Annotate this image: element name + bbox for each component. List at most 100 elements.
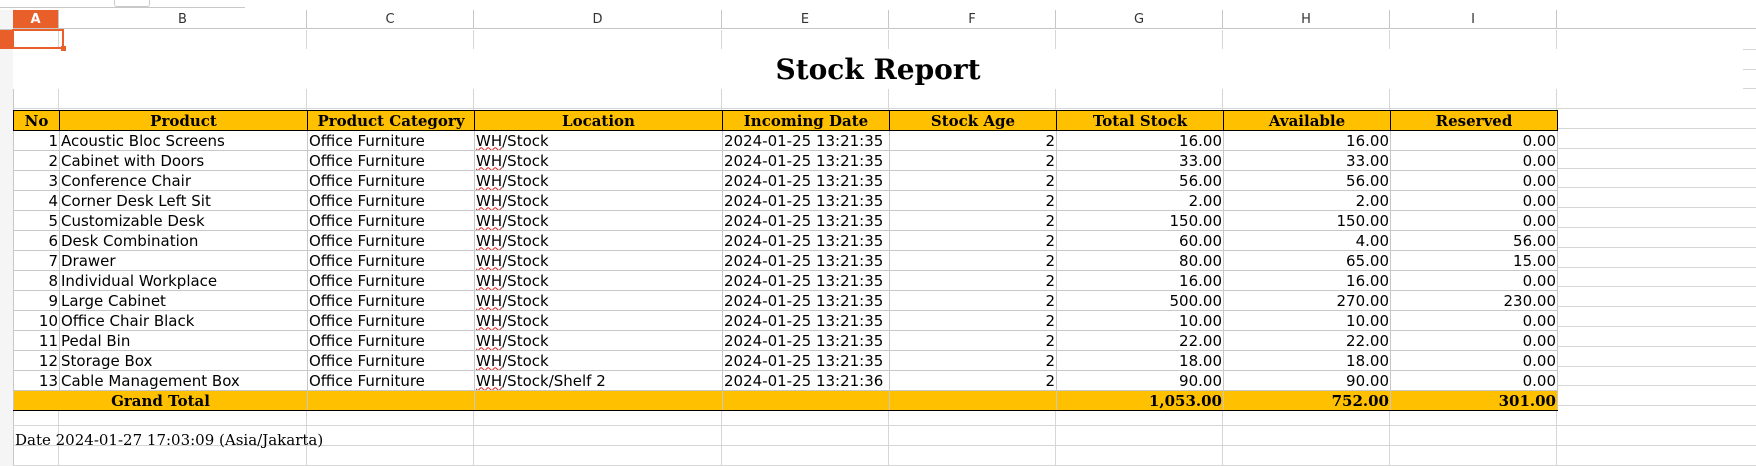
cell-category[interactable]: Office Furniture	[307, 190, 475, 211]
row-header-column[interactable]	[0, 30, 14, 466]
cell-incoming-date[interactable]: 2024-01-25 13:21:35	[722, 170, 890, 191]
cell-total-stock[interactable]: 56.00	[1056, 170, 1224, 191]
cell-category[interactable]: Office Furniture	[307, 170, 475, 191]
cell-stock-age[interactable]: 2	[889, 150, 1057, 171]
cell-reserved[interactable]: 0.00	[1390, 350, 1558, 371]
cell-available[interactable]: 65.00	[1223, 250, 1391, 271]
cell-product[interactable]: Individual Workplace	[59, 270, 308, 291]
cell-location[interactable]: WH/Stock	[474, 150, 723, 171]
cell-location[interactable]: WH/Stock	[474, 310, 723, 331]
header-stock-age[interactable]: Stock Age	[889, 110, 1057, 131]
grand-total-age[interactable]	[889, 390, 1057, 411]
cell-available[interactable]: 33.00	[1223, 150, 1391, 171]
cell-no[interactable]: 5	[13, 210, 60, 231]
cell-incoming-date[interactable]: 2024-01-25 13:21:35	[722, 150, 890, 171]
cell-available[interactable]: 270.00	[1223, 290, 1391, 311]
cell-incoming-date[interactable]: 2024-01-25 13:21:35	[722, 330, 890, 351]
cell-no[interactable]: 6	[13, 230, 60, 251]
cell-incoming-date[interactable]: 2024-01-25 13:21:35	[722, 230, 890, 251]
cell-product[interactable]: Desk Combination	[59, 230, 308, 251]
cell-incoming-date[interactable]: 2024-01-25 13:21:35	[722, 350, 890, 371]
row-header-1-selected[interactable]	[0, 30, 13, 49]
cell-product[interactable]: Drawer	[59, 250, 308, 271]
header-total-stock[interactable]: Total Stock	[1056, 110, 1224, 131]
cell-stock-age[interactable]: 2	[889, 130, 1057, 151]
cell-total-stock[interactable]: 60.00	[1056, 230, 1224, 251]
column-header-b[interactable]: B	[59, 10, 307, 29]
cell-stock-age[interactable]: 2	[889, 230, 1057, 251]
cell-product[interactable]: Pedal Bin	[59, 330, 308, 351]
cell-no[interactable]: 10	[13, 310, 60, 331]
cell-reserved[interactable]: 15.00	[1390, 250, 1558, 271]
cell-no[interactable]: 8	[13, 270, 60, 291]
cell-location[interactable]: WH/Stock	[474, 230, 723, 251]
tab-nub[interactable]	[114, 0, 150, 7]
cell-product[interactable]: Large Cabinet	[59, 290, 308, 311]
cell-location[interactable]: WH/Stock/Shelf 2	[474, 370, 723, 391]
cell-product[interactable]: Customizable Desk	[59, 210, 308, 231]
cell-stock-age[interactable]: 2	[889, 350, 1057, 371]
cell-product[interactable]: Acoustic Bloc Screens	[59, 130, 308, 151]
cell-category[interactable]: Office Furniture	[307, 350, 475, 371]
cell-product[interactable]: Office Chair Black	[59, 310, 308, 331]
footer-date[interactable]: Date 2024-01-27 17:03:09 (Asia/Jakarta)	[15, 431, 324, 449]
active-cell-cursor[interactable]	[12, 29, 64, 49]
cell-location[interactable]: WH/Stock	[474, 350, 723, 371]
cell-reserved[interactable]: 0.00	[1390, 130, 1558, 151]
cell-reserved[interactable]: 0.00	[1390, 190, 1558, 211]
cell-no[interactable]: 3	[13, 170, 60, 191]
cell-reserved[interactable]: 0.00	[1390, 150, 1558, 171]
cell-product[interactable]: Conference Chair	[59, 170, 308, 191]
cell-no[interactable]: 9	[13, 290, 60, 311]
grand-total-location[interactable]	[474, 390, 723, 411]
cell-category[interactable]: Office Furniture	[307, 230, 475, 251]
cell-stock-age[interactable]: 2	[889, 290, 1057, 311]
cell-location[interactable]: WH/Stock	[474, 250, 723, 271]
cell-reserved[interactable]: 0.00	[1390, 170, 1558, 191]
cell-reserved[interactable]: 230.00	[1390, 290, 1558, 311]
cell-incoming-date[interactable]: 2024-01-25 13:21:35	[722, 210, 890, 231]
cell-total-stock[interactable]: 16.00	[1056, 270, 1224, 291]
column-header-e[interactable]: E	[722, 10, 889, 29]
header-product[interactable]: Product	[59, 110, 308, 131]
cell-location[interactable]: WH/Stock	[474, 190, 723, 211]
header-reserved[interactable]: Reserved	[1390, 110, 1558, 131]
header-no[interactable]: No	[13, 110, 60, 131]
grand-total-stock[interactable]: 1,053.00	[1056, 390, 1224, 411]
cell-total-stock[interactable]: 10.00	[1056, 310, 1224, 331]
cell-reserved[interactable]: 0.00	[1390, 310, 1558, 331]
cell-total-stock[interactable]: 90.00	[1056, 370, 1224, 391]
select-all-corner[interactable]	[0, 10, 14, 30]
cell-available[interactable]: 56.00	[1223, 170, 1391, 191]
cell-total-stock[interactable]: 150.00	[1056, 210, 1224, 231]
cell-total-stock[interactable]: 18.00	[1056, 350, 1224, 371]
cell-available[interactable]: 150.00	[1223, 210, 1391, 231]
cell-total-stock[interactable]: 16.00	[1056, 130, 1224, 151]
cell-category[interactable]: Office Furniture	[307, 330, 475, 351]
cell-total-stock[interactable]: 33.00	[1056, 150, 1224, 171]
cell-reserved[interactable]: 0.00	[1390, 370, 1558, 391]
cell-reserved[interactable]: 0.00	[1390, 270, 1558, 291]
header-location[interactable]: Location	[474, 110, 723, 131]
cell-available[interactable]: 18.00	[1223, 350, 1391, 371]
cell-incoming-date[interactable]: 2024-01-25 13:21:35	[722, 310, 890, 331]
grand-total-category[interactable]	[307, 390, 475, 411]
cell-available[interactable]: 16.00	[1223, 130, 1391, 151]
cell-category[interactable]: Office Furniture	[307, 210, 475, 231]
fill-handle[interactable]	[61, 46, 66, 51]
cell-stock-age[interactable]: 2	[889, 250, 1057, 271]
cell-total-stock[interactable]: 22.00	[1056, 330, 1224, 351]
grand-total-label[interactable]: Grand Total	[13, 390, 308, 411]
cell-no[interactable]: 11	[13, 330, 60, 351]
cell-location[interactable]: WH/Stock	[474, 130, 723, 151]
header-incoming-date[interactable]: Incoming Date	[722, 110, 890, 131]
cell-total-stock[interactable]: 2.00	[1056, 190, 1224, 211]
cell-no[interactable]: 7	[13, 250, 60, 271]
column-header-a[interactable]: A	[13, 10, 59, 29]
cell-reserved[interactable]: 0.00	[1390, 210, 1558, 231]
cell-incoming-date[interactable]: 2024-01-25 13:21:35	[722, 130, 890, 151]
cell-incoming-date[interactable]: 2024-01-25 13:21:35	[722, 290, 890, 311]
cell-category[interactable]: Office Furniture	[307, 290, 475, 311]
cell-category[interactable]: Office Furniture	[307, 250, 475, 271]
cell-category[interactable]: Office Furniture	[307, 310, 475, 331]
